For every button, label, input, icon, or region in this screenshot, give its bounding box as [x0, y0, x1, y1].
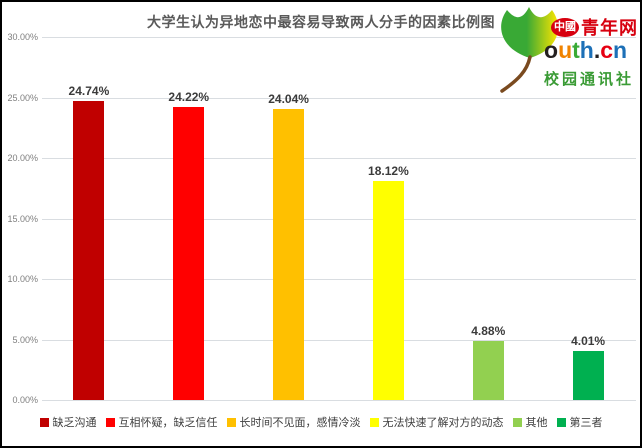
bar: [572, 351, 604, 400]
y-tick-label: 0.00%: [12, 395, 38, 405]
gridline: [42, 218, 636, 220]
bar-value-label: 24.22%: [168, 89, 210, 104]
legend-swatch: [512, 417, 522, 427]
legend-swatch: [226, 417, 236, 427]
legend-label: 无法快速了解对方的动态: [382, 417, 504, 429]
bar-value-label: 18.12%: [368, 163, 409, 178]
y-tick-label: 10.00%: [7, 274, 38, 284]
legend-item: 长时间不见面，感情冷淡: [226, 414, 361, 430]
legend-swatch: [369, 417, 379, 427]
logo-domain-letter: o: [544, 37, 559, 63]
legend-swatch: [39, 417, 49, 427]
logo-domain-letter: .: [593, 37, 601, 63]
y-tick-label: 30.00%: [7, 32, 38, 42]
legend-swatch: [105, 417, 115, 427]
gridline: [42, 400, 636, 401]
legend-item: 无法快速了解对方的动态: [369, 414, 504, 430]
legend-swatch: [556, 417, 566, 427]
legend-item: 互相怀疑，缺乏信任: [105, 414, 218, 430]
youth-cn-logo: 中國 青年网 outh.cn 校园通讯社: [492, 5, 640, 95]
gridline: [42, 279, 636, 280]
logo-domain-letter: u: [558, 37, 573, 63]
logo-domain-letter: h: [579, 37, 594, 63]
legend-label: 互相怀疑，缺乏信任: [118, 417, 218, 429]
y-tick-label: 15.00%: [7, 213, 38, 224]
bar: [372, 180, 404, 400]
legend-label: 第三者: [569, 417, 603, 429]
logo-brand-row: 中國 青年网: [551, 14, 638, 40]
bar: [273, 109, 305, 400]
legend-item: 缺乏沟通: [39, 414, 97, 430]
legend-item: 第三者: [556, 414, 603, 430]
bar: [472, 340, 504, 400]
logo-domain-text: outh.cn: [544, 37, 627, 64]
gridline: [42, 97, 636, 99]
bar: [173, 106, 205, 400]
chart-title: 大学生认为异地恋中最容易导致两人分手的因素比例图: [147, 14, 495, 30]
y-tick-label: 20.00%: [7, 153, 38, 163]
bar-value-label: 4.88%: [471, 323, 506, 338]
bar-value-label: 4.01%: [571, 334, 606, 349]
logo-domain-letter: n: [613, 37, 628, 63]
y-tick-label: 5.00%: [12, 334, 38, 345]
logo-brand-text: 青年网: [581, 18, 638, 38]
logo-tagline: 校园通讯社: [544, 71, 635, 88]
gridline: [42, 339, 636, 341]
y-tick-label: 25.00%: [7, 92, 38, 103]
gridline: [42, 158, 636, 159]
ginkgo-leaf-icon: [500, 7, 559, 93]
bar-value-label: 24.04%: [268, 92, 309, 107]
logo-domain-letter: t: [572, 37, 580, 63]
bar-value-label: 24.74%: [68, 83, 110, 98]
logo-badge: 中國: [551, 17, 579, 37]
legend-label: 长时间不见面，感情冷淡: [239, 417, 361, 429]
gridline: [42, 37, 636, 38]
logo-domain-letter: c: [600, 37, 614, 63]
bar: [73, 100, 105, 400]
legend-label: 缺乏沟通: [52, 417, 97, 429]
legend-label: 其他: [525, 417, 548, 429]
chart-legend: 缺乏沟通 互相怀疑，缺乏信任 长时间不见面，感情冷淡 无法快速了解对方的动态 其他 第三者: [2, 414, 640, 430]
legend-item: 其他: [512, 414, 548, 430]
